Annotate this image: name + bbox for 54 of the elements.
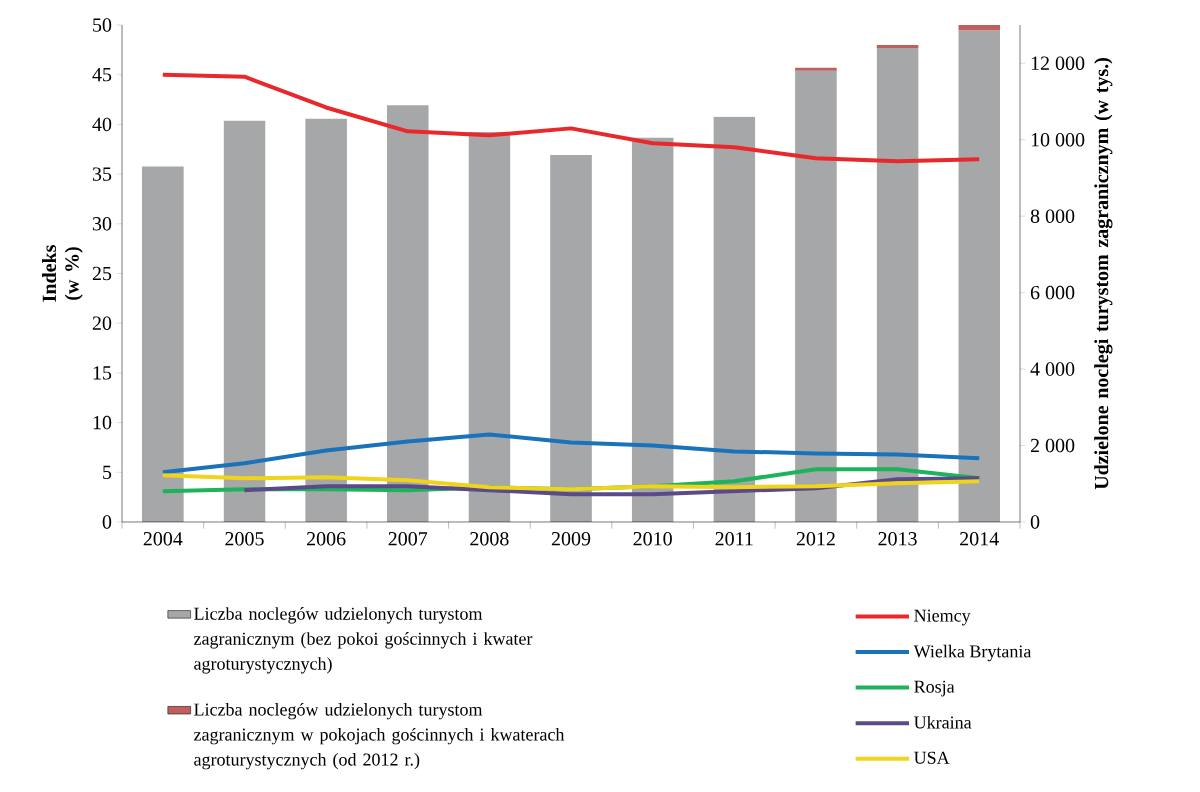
y-tick-label: 20 (92, 316, 112, 330)
y-tick-label: 45 (92, 68, 112, 82)
y-tick-label: 35 (92, 167, 112, 181)
y-tick-label: 25 (92, 266, 112, 281)
y2-tick-label: 6 000 (1030, 285, 1075, 300)
y2-tick-label: 12 000 (1031, 56, 1085, 70)
bar (795, 67, 837, 71)
x-tick-label: 2008 (470, 532, 509, 546)
x-tick-label: 2007 (388, 532, 428, 546)
bar (305, 118, 347, 522)
legend-label: Liczba noclegów udzielonych turystom zagranicznym w pokojach gościnnych i kwaterach agroturystycznych (od 2012 r.) (194, 702, 565, 770)
x-tick-label: 2004 (143, 532, 183, 546)
y-tick-label: 15 (93, 366, 112, 380)
x-tick-label: 2014 (960, 532, 999, 546)
y-tick-label: 0 (102, 515, 112, 529)
x-tick-label: 2009 (551, 532, 591, 546)
line-series (160, 432, 982, 475)
bar (468, 132, 511, 522)
x-tick-label: 2006 (306, 532, 346, 546)
bar (958, 30, 1000, 522)
legend-label: Niemcy (914, 609, 971, 626)
y-tick-label: 40 (92, 117, 112, 132)
x-tick-label: 2012 (796, 532, 835, 546)
y-axis-title: Indeks (w %) (42, 245, 83, 302)
legend-label: Rosja (914, 680, 955, 697)
line-series (160, 72, 982, 164)
bar (223, 120, 266, 522)
x-tick-label: 2005 (225, 532, 264, 546)
y2-tick-label: 0 (1030, 515, 1040, 529)
y2-tick-label: 2 000 (1030, 438, 1075, 453)
bar (142, 166, 184, 522)
y2-tick-label: 8 000 (1030, 209, 1075, 223)
y-tick-label: 10 (93, 415, 112, 430)
y2-tick-label: 4 000 (1030, 362, 1075, 376)
line-series (160, 473, 982, 492)
y2-axis-title: Udzielone noclegi turystom zagranicznym (w tys.) (1094, 58, 1113, 490)
legend-label: Liczba noclegów udzielonych turystom zagranicznym (bez pokoi gościnnych i kwater agroturystycznych) (194, 607, 533, 674)
bar (713, 116, 756, 522)
y-tick-label: 50 (93, 18, 112, 32)
x-tick-label: 2011 (715, 532, 753, 546)
bar (876, 44, 919, 48)
legend-label: USA (914, 751, 950, 764)
legend-label: Wielka Brytania (913, 644, 1032, 662)
y-tick-label: 30 (92, 217, 112, 231)
y2-tick-label: 10 000 (1031, 132, 1085, 147)
bar (795, 70, 837, 522)
x-tick-label: 2010 (633, 532, 672, 546)
bar (876, 47, 919, 522)
x-tick-label: 2013 (878, 532, 917, 546)
bar (386, 105, 429, 522)
bar (550, 154, 592, 522)
bar (631, 137, 674, 522)
y-tick-label: 5 (103, 465, 112, 479)
legend-label: Ukraina (914, 715, 972, 729)
